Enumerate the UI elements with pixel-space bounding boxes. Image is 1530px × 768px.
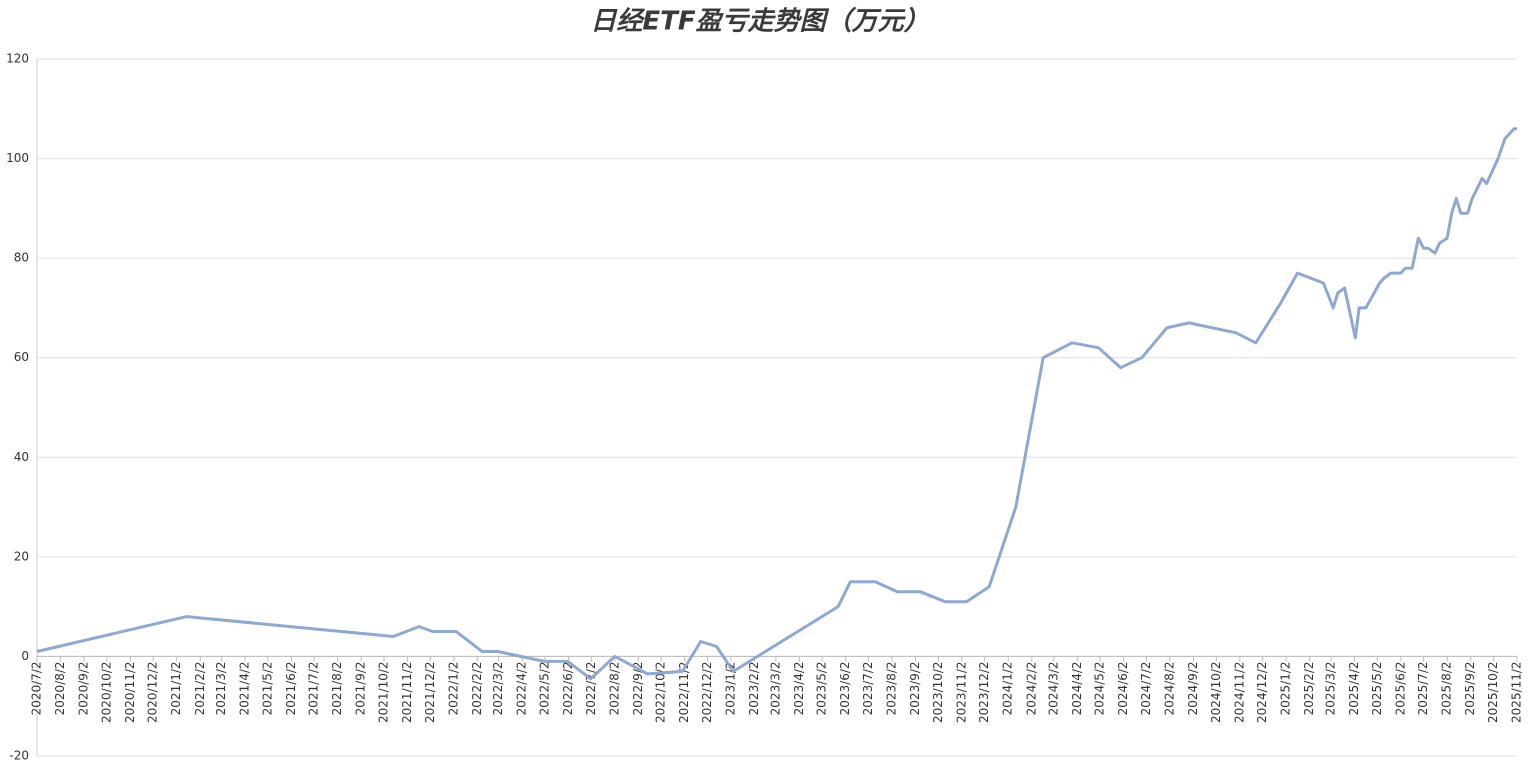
x-tick-label: 2024/7/2	[1139, 661, 1153, 715]
x-tick-label: 2022/3/2	[491, 661, 505, 715]
x-tick-label: 2021/9/2	[354, 661, 368, 715]
x-tick-label: 2022/4/2	[515, 661, 529, 715]
x-tick-label: 2024/3/2	[1046, 661, 1060, 715]
x-tick-label: 2024/8/2	[1162, 661, 1176, 715]
x-tick-label: 2020/7/2	[30, 661, 44, 715]
x-tick-label: 2024/10/2	[1209, 661, 1223, 723]
x-tick-label: 2024/1/2	[1001, 661, 1015, 715]
x-tick-label: 2025/3/2	[1323, 661, 1337, 715]
x-tick-label: 2021/4/2	[238, 661, 252, 715]
y-tick-label: 120	[6, 52, 29, 66]
line	[36, 127, 1517, 681]
y-tick-label: 0	[21, 649, 29, 663]
x-tick-label: 2024/11/2	[1232, 661, 1246, 723]
x-tick-label: 2021/2/2	[193, 661, 207, 715]
x-tick-label: 2022/11/2	[677, 661, 691, 723]
y-tick-label: 20	[14, 549, 29, 563]
x-tick-label: 2021/3/2	[214, 661, 228, 715]
y-tick-label: 40	[14, 450, 29, 464]
x-tick-label: 2021/6/2	[284, 661, 298, 715]
x-tick-label: 2023/6/2	[838, 661, 852, 715]
x-tick-label: 2020/8/2	[53, 661, 67, 715]
x-tick-label: 2022/8/2	[607, 661, 621, 715]
x-tick-label: 2022/1/2	[446, 661, 460, 715]
x-tick-label: 2022/10/2	[654, 661, 668, 723]
x-tick-label: 2020/11/2	[123, 661, 137, 723]
x-tick-label: 2025/7/2	[1416, 661, 1430, 715]
x-tick-label: 2024/9/2	[1186, 661, 1200, 715]
x-tick-label: 2024/4/2	[1070, 661, 1084, 715]
x-tick-label: 2021/8/2	[330, 661, 344, 715]
x-tick-label: 2023/10/2	[931, 661, 945, 723]
y-tick-label: 60	[14, 350, 29, 364]
x-tick-label: 2020/12/2	[146, 661, 160, 723]
x-tick-label: 2025/6/2	[1393, 661, 1407, 715]
x-tick-label: 2022/9/2	[631, 661, 645, 715]
x-tick-label: 2021/5/2	[260, 661, 274, 715]
y-tick-label: -20	[9, 749, 29, 763]
x-tick-label: 2025/9/2	[1463, 661, 1477, 715]
x-tick-label: 2024/2/2	[1024, 661, 1038, 715]
x-tick-label: 2024/5/2	[1093, 661, 1107, 715]
x-tick-label: 2023/5/2	[815, 661, 829, 715]
x-tick-label: 2022/12/2	[700, 661, 714, 723]
x-tick-label: 2023/11/2	[954, 661, 968, 723]
x-tick-label: 2025/2/2	[1302, 661, 1316, 715]
x-tick-label: 2022/2/2	[470, 661, 484, 715]
x-tick-label: 2024/12/2	[1255, 661, 1269, 723]
chart-title: 日经ETF盈亏走势图（万元）	[590, 7, 929, 37]
x-tick-label: 2024/6/2	[1116, 661, 1130, 715]
x-tick-label: 2022/6/2	[561, 661, 575, 715]
x-tick-label: 2021/12/2	[423, 661, 437, 723]
x-tick-label: 2023/3/2	[768, 661, 782, 715]
x-tick-label: 2022/5/2	[538, 661, 552, 715]
x-tick-label: 2020/10/2	[99, 661, 113, 723]
y-tick-label: 100	[6, 151, 29, 165]
x-tick-label: 2022/7/2	[584, 661, 598, 715]
x-tick-label: 2020/9/2	[77, 661, 91, 715]
x-tick-label: 2025/4/2	[1347, 661, 1361, 715]
x-tick-label: 2025/5/2	[1370, 661, 1384, 715]
x-tick-label: 2023/12/2	[977, 661, 991, 723]
x-tick-label: 2021/11/2	[400, 661, 414, 723]
x-tick-label: 2023/9/2	[908, 661, 922, 715]
x-tick-label: 2023/1/2	[724, 661, 738, 715]
x-tick-label: 2025/10/2	[1486, 661, 1500, 723]
x-tick-label: 2023/4/2	[792, 661, 806, 715]
y-tick-label: 80	[14, 251, 29, 265]
x-tick-label: 2023/2/2	[747, 661, 761, 715]
x-tick-label: 2021/10/2	[377, 661, 391, 723]
x-tick-label: 2021/1/2	[169, 661, 183, 715]
x-tick-label: 2023/7/2	[861, 661, 875, 715]
x-tick-label: 2021/7/2	[307, 661, 321, 715]
x-tick-label: 2023/8/2	[885, 661, 899, 715]
x-tick-label: 2025/8/2	[1440, 661, 1454, 715]
x-tick-label: 2025/11/2	[1510, 661, 1524, 723]
x-tick-label: 2025/1/2	[1279, 661, 1293, 715]
